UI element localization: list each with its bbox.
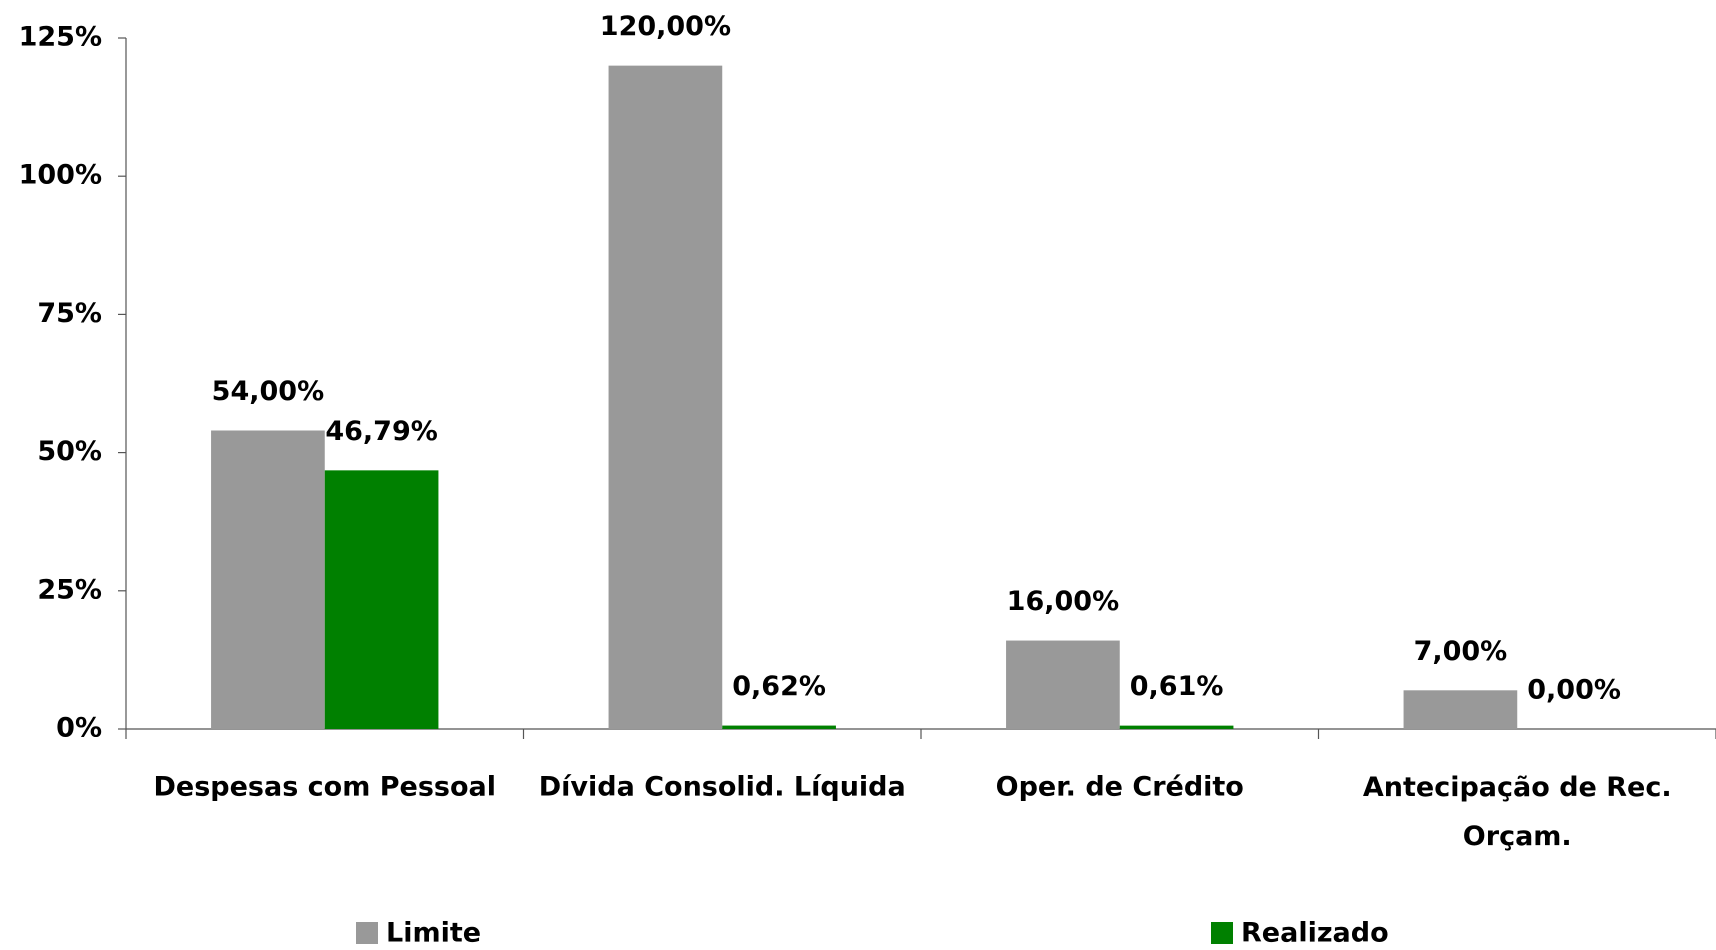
y-tick-label: 100% [19,160,102,191]
value-label: 0,00% [1527,675,1621,706]
bar [211,430,325,729]
bar [722,725,836,729]
y-tick-label: 0% [56,713,102,744]
y-tick-label: 50% [37,436,102,467]
value-label: 0,62% [732,671,826,702]
x-tick-label-line: Orçam. [1463,821,1572,852]
legend-swatch [1211,922,1233,944]
bar [608,65,723,729]
value-label: 7,00% [1414,636,1508,667]
x-tick-label-line: Antecipação de Rec. [1363,772,1672,803]
legend-swatch [356,922,378,944]
value-label: 16,00% [1007,586,1119,617]
bar [1403,690,1518,729]
value-label: 46,79% [325,416,437,447]
y-tick-label: 125% [19,22,102,53]
value-label: 120,00% [600,11,731,42]
value-label: 54,00% [212,376,324,407]
x-tick-label: Antecipação de Rec. Orçam. [1363,772,1672,852]
bar [1119,725,1234,729]
x-tick-label: Oper. de Crédito [996,772,1244,803]
value-label: 0,61% [1130,671,1224,702]
y-tick-label: 75% [37,298,102,329]
legend-label: Realizado [1241,918,1389,949]
legend-label: Limite [386,918,481,949]
bar [324,470,439,729]
bar [1006,640,1120,729]
x-tick-label: Dívida Consolid. Líquida [539,772,906,803]
x-tick-label: Despesas com Pessoal [153,772,496,803]
y-tick-label: 25% [37,574,102,605]
